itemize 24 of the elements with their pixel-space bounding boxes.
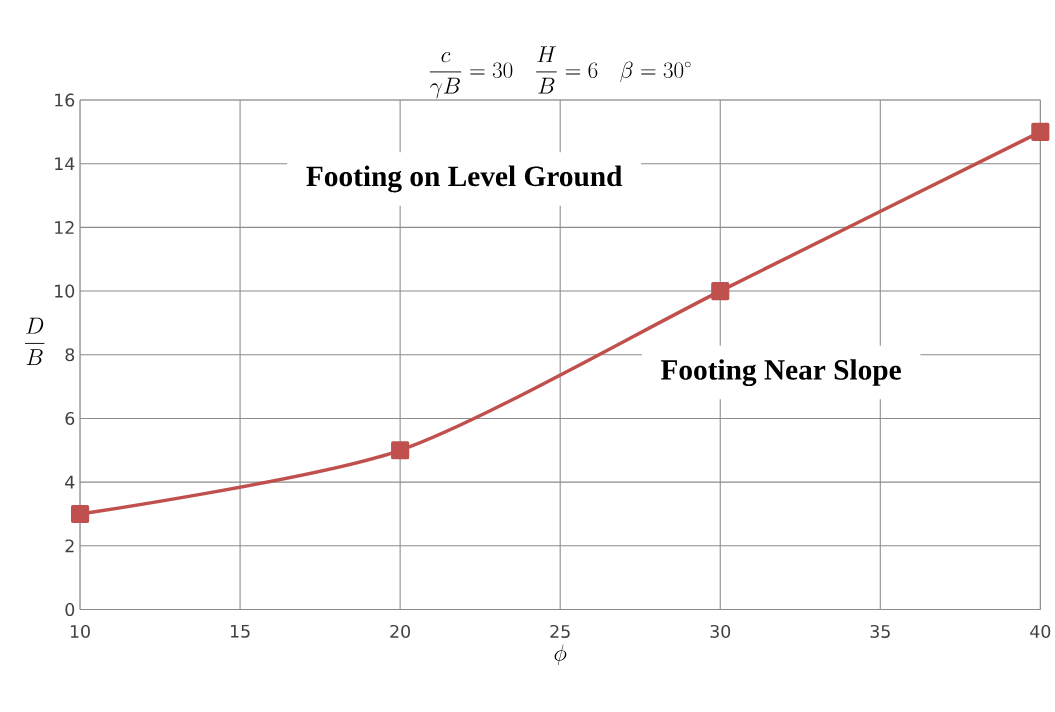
y-tick-label: 8: [65, 348, 75, 362]
y-tick-label: 10: [55, 284, 75, 298]
x-tick-label: 35: [870, 624, 890, 638]
y-tick-label: 0: [65, 602, 75, 616]
x-tick-label: 15: [230, 624, 250, 638]
x-tick-label: 30: [710, 624, 731, 638]
annotation: Footing Near Slope: [660, 359, 901, 386]
y-axis-title: $\frac{D}{B}$: [25, 317, 45, 365]
y-tick-label: 14: [55, 157, 75, 170]
y-tick-label: 2: [65, 539, 74, 553]
point: [70, 504, 90, 523]
y-tick-label: 12: [55, 220, 74, 234]
x-tick-label: 40: [1030, 624, 1051, 638]
y-tick-label: 6: [65, 411, 75, 425]
annotation: Footing on Level Ground: [306, 165, 623, 193]
point: [711, 281, 730, 301]
x-tick-label: 20: [390, 624, 410, 638]
point: [1031, 122, 1050, 141]
point: [391, 441, 410, 460]
chart-title: $\frac{c}{\gamma B} = 30 \quad \frac{H}{B} = 6 \quad \beta = 30^\circ$: [429, 46, 691, 99]
x-tick-label: 25: [550, 624, 570, 638]
y-tick-label: 16: [55, 93, 75, 107]
y-tick-label: 4: [65, 475, 75, 489]
x-axis-title: $\phi$: [554, 644, 567, 666]
